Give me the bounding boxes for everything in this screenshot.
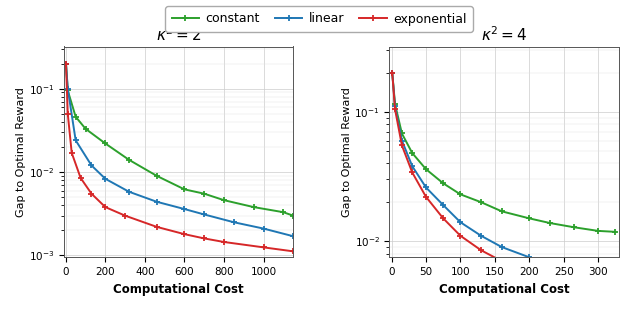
constant — [570, 225, 578, 229]
constant — [457, 193, 464, 196]
constant — [153, 174, 161, 178]
exponential — [526, 273, 533, 277]
exponential — [121, 214, 129, 218]
constant — [279, 210, 287, 214]
exponential — [570, 292, 578, 296]
exponential — [153, 225, 161, 229]
constant — [440, 181, 447, 185]
exponential — [62, 62, 70, 65]
Title: $\kappa^2 = 2$: $\kappa^2 = 2$ — [156, 25, 202, 44]
linear — [72, 139, 80, 142]
linear — [612, 279, 619, 283]
constant — [612, 230, 619, 234]
exponential — [68, 151, 75, 155]
linear — [391, 104, 399, 108]
constant — [220, 198, 228, 202]
exponential — [77, 176, 84, 180]
exponential — [101, 205, 109, 209]
exponential — [389, 71, 396, 75]
constant — [62, 62, 70, 65]
constant — [64, 89, 71, 92]
linear — [570, 270, 578, 274]
Line: exponential: exponential — [63, 60, 297, 255]
constant — [526, 216, 533, 220]
constant — [125, 158, 133, 162]
linear — [408, 164, 416, 168]
linear — [398, 139, 406, 142]
constant — [82, 127, 89, 131]
linear — [457, 220, 464, 224]
linear — [290, 234, 297, 238]
constant — [200, 192, 208, 196]
linear — [260, 227, 267, 230]
Y-axis label: Gap to Optimal Reward: Gap to Optimal Reward — [341, 87, 352, 217]
Legend: constant, linear, exponential: constant, linear, exponential — [165, 6, 473, 32]
linear — [440, 203, 447, 207]
exponential — [260, 246, 267, 249]
exponential — [612, 305, 619, 309]
linear — [64, 87, 71, 91]
linear — [101, 177, 109, 181]
exponential — [87, 192, 95, 196]
exponential — [220, 240, 228, 244]
linear — [87, 164, 95, 167]
exponential — [457, 234, 464, 238]
constant — [72, 115, 80, 119]
constant — [181, 188, 188, 191]
constant — [422, 167, 430, 171]
constant — [250, 205, 258, 209]
exponential — [546, 283, 554, 287]
exponential — [391, 107, 399, 111]
exponential — [498, 259, 505, 263]
X-axis label: Computational Cost: Computational Cost — [439, 283, 570, 295]
Line: constant: constant — [63, 60, 297, 219]
constant — [595, 229, 602, 233]
linear — [477, 234, 485, 238]
linear — [595, 276, 602, 280]
linear — [181, 207, 188, 211]
linear — [526, 255, 533, 259]
Y-axis label: Gap to Optimal Reward: Gap to Optimal Reward — [16, 87, 26, 217]
exponential — [422, 195, 430, 199]
Line: constant: constant — [389, 69, 619, 235]
Line: linear: linear — [63, 60, 297, 240]
constant — [477, 200, 485, 204]
constant — [398, 132, 406, 135]
exponential — [440, 216, 447, 220]
Line: exponential: exponential — [389, 69, 619, 310]
exponential — [595, 300, 602, 303]
X-axis label: Computational Cost: Computational Cost — [113, 283, 244, 295]
constant — [546, 221, 554, 225]
exponential — [477, 248, 485, 252]
exponential — [408, 170, 416, 174]
constant — [391, 102, 399, 106]
constant — [101, 142, 109, 145]
linear — [546, 264, 554, 267]
linear — [153, 200, 161, 204]
linear — [498, 245, 505, 249]
linear — [230, 220, 238, 224]
exponential — [398, 144, 406, 147]
linear — [62, 62, 70, 65]
constant — [408, 151, 416, 155]
Line: linear: linear — [389, 69, 619, 285]
linear — [389, 71, 396, 75]
constant — [389, 71, 396, 75]
linear — [200, 213, 208, 216]
exponential — [290, 250, 297, 253]
exponential — [64, 112, 71, 116]
exponential — [181, 232, 188, 236]
constant — [290, 214, 297, 218]
Title: $\kappa^2 = 4$: $\kappa^2 = 4$ — [481, 25, 528, 44]
linear — [422, 186, 430, 189]
constant — [498, 210, 505, 213]
exponential — [200, 237, 208, 240]
linear — [125, 190, 133, 194]
